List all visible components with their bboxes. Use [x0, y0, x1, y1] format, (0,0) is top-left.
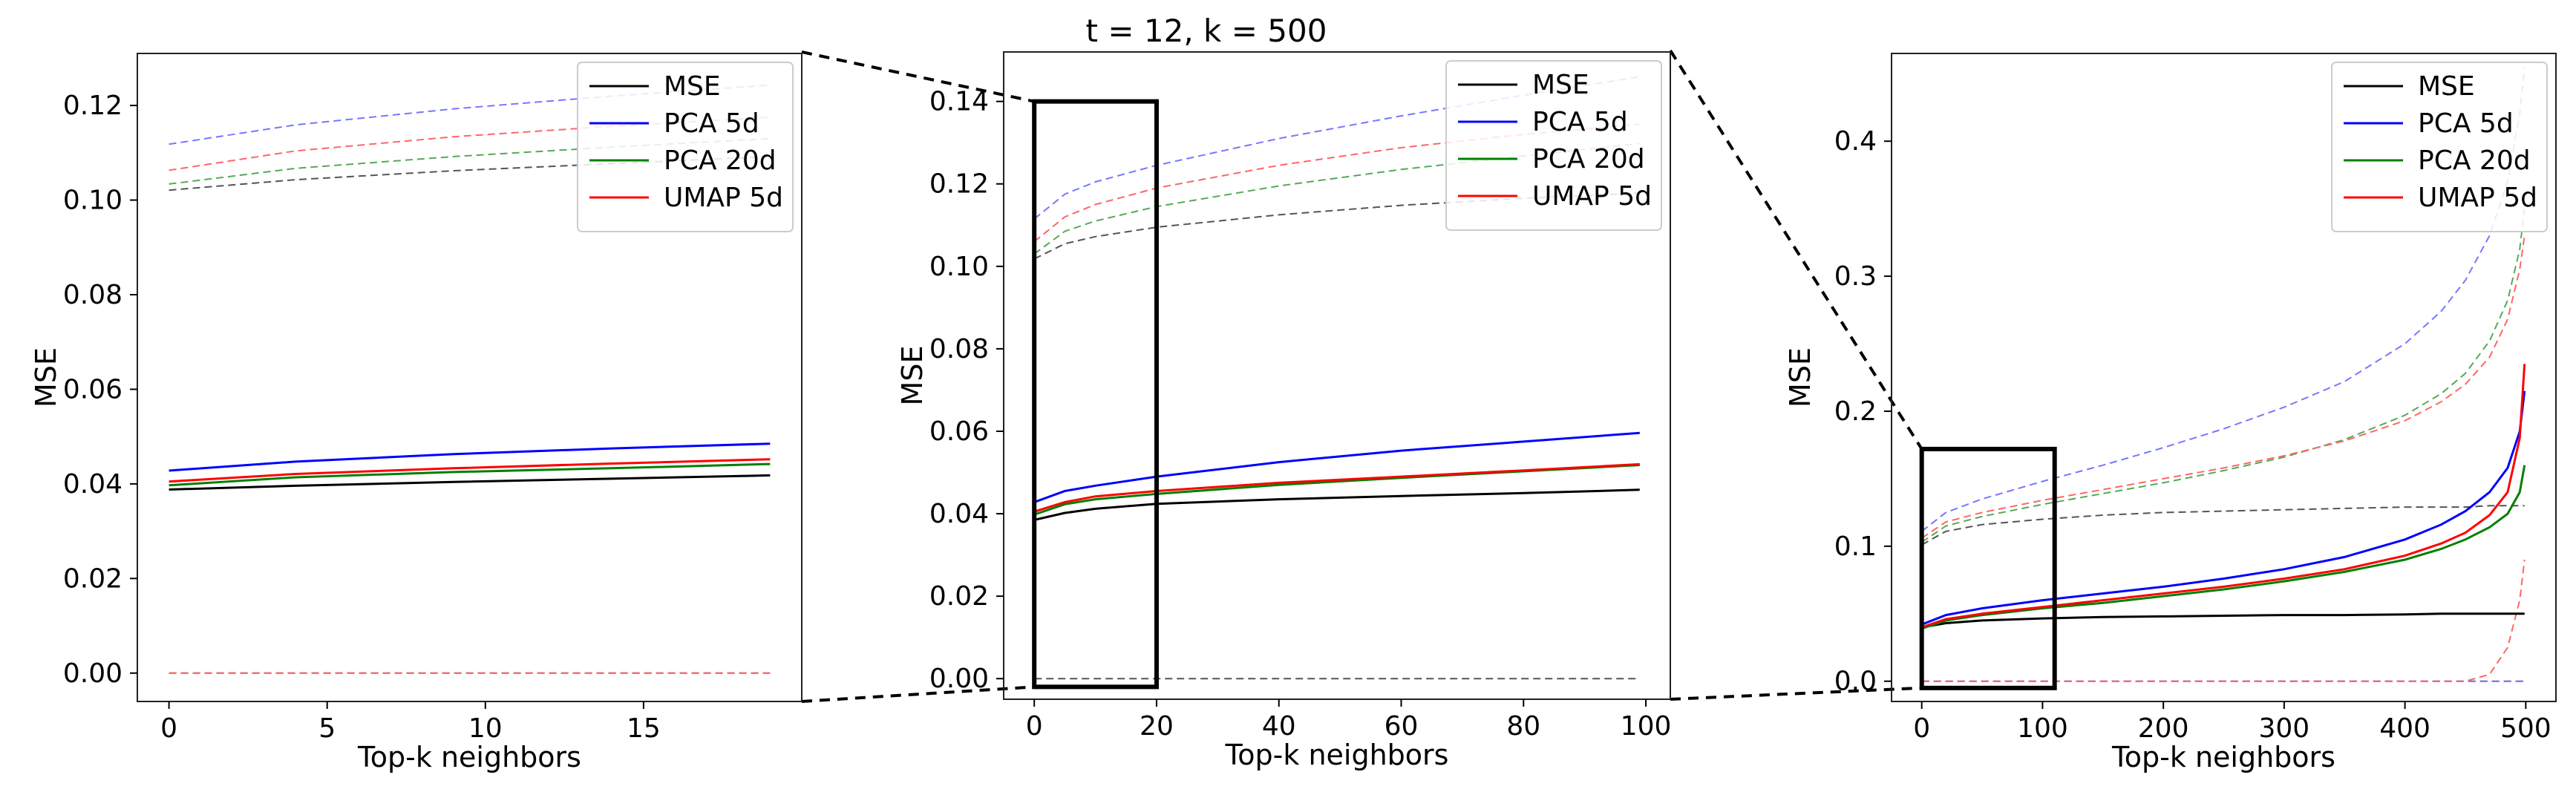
zoom-connectors	[801, 49, 1923, 703]
series-pca-20d-dashed	[1033, 143, 1640, 255]
series-umap-5d	[1033, 462, 1640, 513]
x-tick-label: 40	[1262, 711, 1296, 742]
series-umap-5d-dashed	[1921, 235, 2526, 539]
legend-label: PCA 5d	[1532, 107, 1628, 137]
series-umap-5d	[169, 458, 771, 483]
legend-label: UMAP 5d	[1532, 181, 1652, 212]
legend-label: PCA 5d	[2418, 108, 2514, 139]
zoom-box	[1919, 446, 2057, 690]
panel-1: 0 5 10 15 0.00 0.02 0.04 0.06 0.08 0.10 0.12 Top-k …	[30, 53, 802, 773]
legend-box	[1445, 60, 1662, 231]
x-tick-label: 100	[1621, 711, 1672, 742]
x-tick-label: 100	[2017, 713, 2068, 744]
legend-label: PCA 20d	[1532, 144, 1645, 174]
x-tick-label: 0	[1026, 711, 1043, 742]
legend-label: MSE	[2418, 71, 2475, 102]
legend-box	[577, 62, 794, 232]
axes-frame	[137, 53, 802, 702]
x-tick-label: 0	[1913, 713, 1930, 744]
y-tick-label: 0.02	[63, 563, 122, 594]
axes-frame	[1891, 53, 2557, 702]
series-mse-dashed	[169, 155, 771, 192]
y-tick-label: 0.10	[63, 186, 122, 216]
y-tick-label: 0.14	[929, 87, 989, 117]
x-tick-label: 60	[1385, 711, 1419, 742]
y-tick-label: 0.10	[929, 252, 989, 282]
series-group	[169, 84, 771, 674]
series-pca-5d-dashed	[169, 84, 771, 145]
series-mse	[1921, 612, 2525, 629]
x-tick-label: 0	[160, 713, 177, 744]
series-mse	[169, 474, 771, 491]
y-tick-label: 0.0	[1834, 667, 1877, 697]
legend-label: MSE	[1532, 70, 1589, 100]
zoom-connector-top	[1669, 49, 1923, 450]
y-tick-label: 0.06	[63, 374, 122, 405]
y-tick-label: 0.1	[1834, 531, 1877, 562]
x-tick-label: 10	[468, 713, 503, 744]
series-umap-5d-dashed	[169, 117, 771, 171]
y-tick-label: 0.04	[929, 499, 989, 529]
x-tick-label: 20	[1140, 711, 1174, 742]
legend-label: PCA 5d	[664, 108, 759, 139]
panel-3: 0 100 200 300 400 500 0.0 0.1 0.2 0.3 0.4 Top-k nei…	[1784, 53, 2557, 773]
y-tick-label: 0.00	[929, 664, 989, 694]
series-umap-tail-dashed	[1921, 559, 2526, 682]
y-tick-label: 0.2	[1834, 396, 1877, 427]
series-pca-5d	[1033, 431, 1640, 503]
y-axis-label: MSE	[896, 346, 929, 406]
zoom-connector-top	[801, 50, 1035, 103]
series-pca-5d	[169, 442, 771, 472]
x-tick-label: 300	[2259, 713, 2310, 744]
series-pca-20d-dashed	[169, 137, 771, 185]
legend-label: UMAP 5d	[2418, 183, 2537, 213]
zoom-box	[1032, 99, 1159, 690]
x-axis-label: Top-k neighbors	[1225, 739, 1449, 771]
zoom-connector-bottom	[1670, 686, 1922, 701]
x-axis-label: Top-k neighbors	[2111, 741, 2335, 773]
series-mse	[1033, 488, 1640, 521]
y-tick-label: 0.3	[1834, 261, 1877, 292]
legend-box	[2331, 62, 2548, 232]
x-tick-label: 200	[2138, 713, 2189, 744]
y-axis-label: MSE	[1784, 347, 1817, 408]
zoom-connector-bottom	[801, 685, 1035, 703]
y-tick-label: 0.4	[1834, 126, 1877, 157]
series-pca-5d	[1921, 390, 2526, 626]
x-tick-label: 500	[2500, 713, 2552, 744]
y-tick-label: 0.02	[929, 581, 989, 612]
series-pca-20d	[1921, 465, 2526, 630]
x-tick-label: 400	[2379, 713, 2430, 744]
legend: MSE PCA 5d PCA 20d UMAP 5d	[2331, 62, 2548, 232]
y-tick-label: 0.00	[63, 658, 122, 689]
legend-label: MSE	[664, 71, 721, 102]
figure-suptitle: t = 12, k = 500	[1086, 13, 1327, 49]
series-umap-5d	[1921, 364, 2526, 629]
panel-2: 0 20 40 60 80 100 0.00 0.02 0.04 0.06 0.08 0.10 0.12…	[896, 51, 1672, 771]
x-axis-label: Top-k neighbors	[357, 741, 581, 773]
series-pca-20d-dashed	[1921, 209, 2526, 543]
axes-frame	[1003, 51, 1671, 700]
y-axis-label: MSE	[30, 347, 62, 408]
legend-label: PCA 20d	[2418, 145, 2531, 176]
y-tick-label: 0.08	[929, 334, 989, 364]
x-tick-label: 5	[318, 713, 336, 744]
y-tick-label: 0.06	[929, 416, 989, 447]
series-pca-20d	[169, 462, 771, 487]
y-tick-label: 0.12	[929, 169, 989, 200]
x-tick-label: 15	[627, 713, 661, 744]
legend-label: UMAP 5d	[664, 183, 783, 213]
panels: 0 5 10 150.000.020.040.060.080.100.12Top-k …	[30, 51, 2557, 773]
y-tick-label: 0.12	[63, 91, 122, 121]
y-tick-label: 0.04	[63, 469, 122, 500]
x-tick-label: 80	[1506, 711, 1540, 742]
series-mse-dashed	[1921, 505, 2525, 546]
legend-label: PCA 20d	[664, 145, 777, 176]
y-tick-label: 0.08	[63, 280, 122, 310]
legend: MSE PCA 5d PCA 20d UMAP 5d	[1445, 60, 1662, 231]
legend: MSE PCA 5d PCA 20d UMAP 5d	[577, 62, 794, 232]
